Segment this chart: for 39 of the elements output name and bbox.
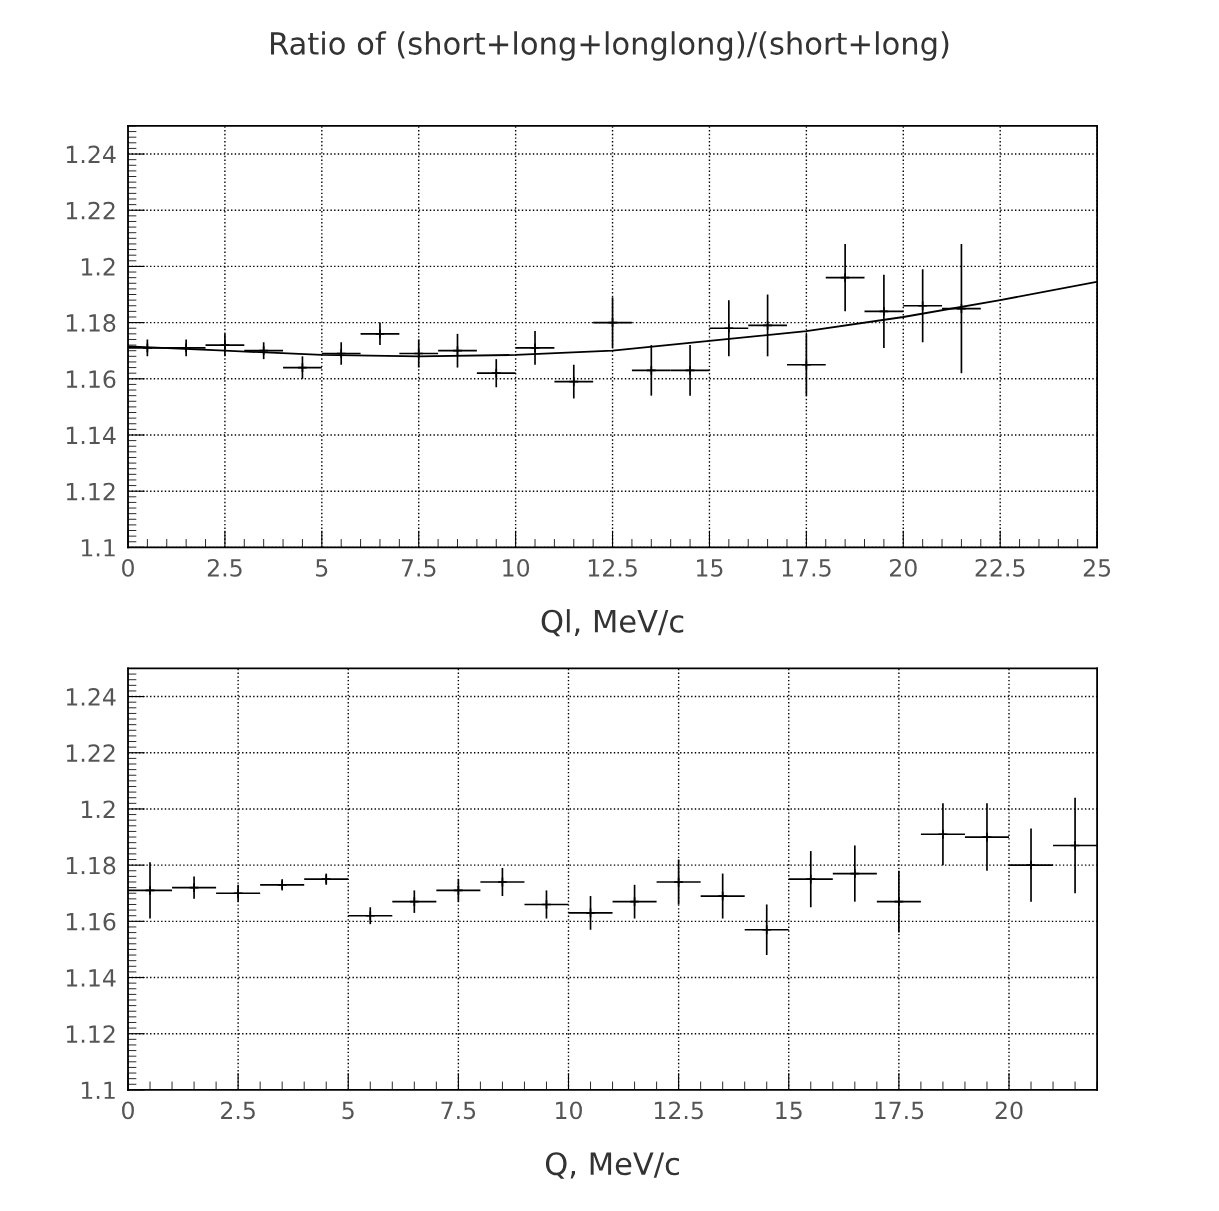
y-tick-label: 1.14 [66, 426, 116, 444]
x-tick-label: 10 [556, 1101, 582, 1120]
x-axis-title: Q, MeV/c [545, 1152, 679, 1179]
y-tick-label: 1.2 [81, 257, 115, 276]
x-tick-label: 2.5 [207, 558, 242, 577]
x-tick-label: 0 [122, 558, 134, 577]
x-tick-label: 5 [342, 1101, 354, 1120]
y-tick-label: 1.18 [66, 314, 116, 332]
x-axis-title: Ql, MeV/c [541, 609, 684, 637]
x-tick-label: 20 [995, 1101, 1023, 1120]
y-tick-label: 1.12 [66, 1025, 115, 1043]
x-tick-label: 5 [316, 559, 328, 577]
x-tick-label: 22.5 [975, 558, 1025, 577]
y-tick-label: 1.1 [81, 539, 115, 557]
y-tick-label: 1.24 [66, 145, 116, 164]
x-tick-label: 17.5 [875, 1101, 924, 1120]
x-tick-label: 20 [889, 558, 917, 577]
x-tick-label: 17.5 [782, 559, 831, 577]
x-tick-label: 15 [697, 559, 723, 577]
y-tick-label: 1.24 [66, 688, 116, 706]
y-tick-label: 1.16 [66, 912, 116, 931]
x-tick-label: 7.5 [401, 559, 436, 577]
x-tick-label: 15 [776, 1101, 802, 1120]
x-tick-label: 2.5 [221, 1101, 255, 1120]
x-tick-label: 25 [1083, 558, 1111, 577]
x-tick-label: 0 [122, 1101, 134, 1120]
x-tick-label: 12.5 [588, 558, 637, 577]
y-tick-label: 1.12 [66, 482, 115, 501]
y-tick-label: 1.1 [81, 1081, 115, 1099]
chart-title: Ratio of (short+long+longlong)/(short+long) [271, 31, 949, 61]
y-tick-label: 1.22 [66, 201, 115, 220]
y-tick-label: 1.2 [81, 800, 115, 818]
x-tick-label: 10 [503, 558, 530, 577]
y-tick-label: 1.16 [66, 370, 116, 389]
y-tick-label: 1.22 [66, 744, 115, 762]
x-tick-label: 12.5 [654, 1101, 703, 1120]
x-tick-label: 7.5 [441, 1101, 476, 1120]
y-tick-label: 1.18 [66, 856, 116, 875]
y-tick-label: 1.14 [66, 969, 116, 987]
